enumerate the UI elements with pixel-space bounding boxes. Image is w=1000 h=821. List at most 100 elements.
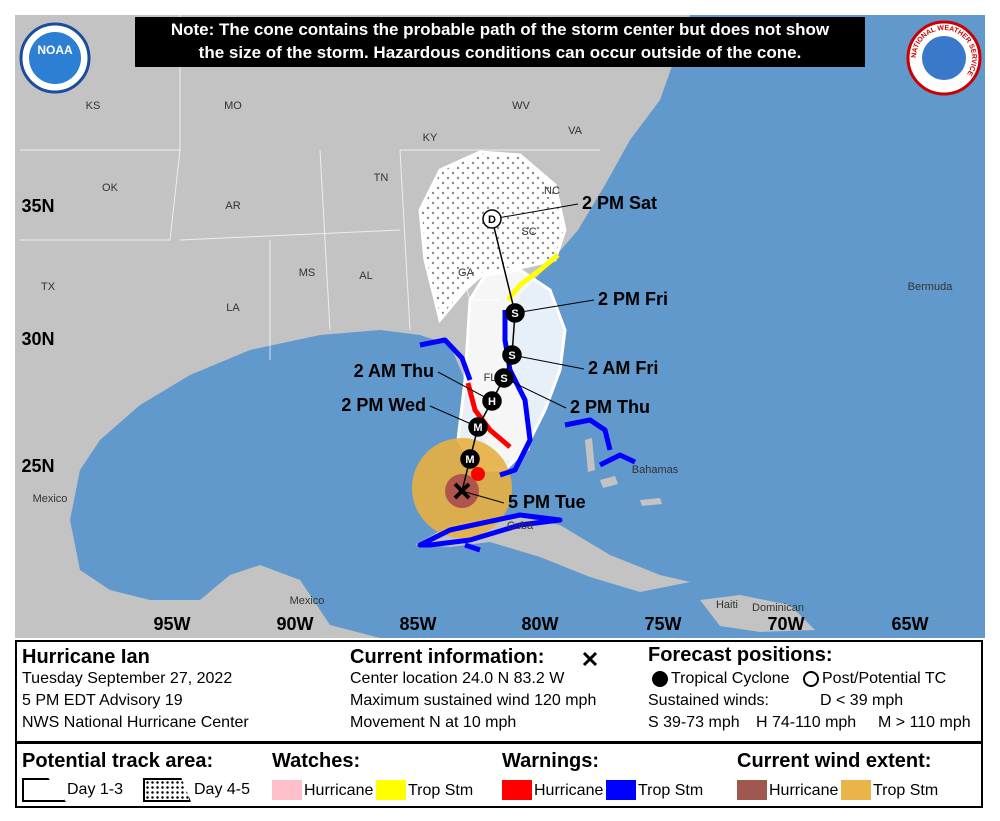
day45-swatch bbox=[143, 778, 191, 802]
forecast-symbol: M bbox=[473, 422, 482, 434]
longitude-label: 80W bbox=[521, 614, 558, 634]
panel-text: Tuesday September 27, 2022 bbox=[22, 670, 233, 687]
place-label: AR bbox=[225, 200, 240, 212]
place-label: TN bbox=[374, 172, 389, 184]
tropical-symbol bbox=[652, 671, 668, 687]
forecast-symbol: D bbox=[488, 214, 496, 226]
note-line: Note: The cone contains the probable pat… bbox=[171, 20, 830, 39]
place-label: Mexico bbox=[290, 595, 325, 607]
place-label: OK bbox=[102, 182, 119, 194]
watches-trop-swatch bbox=[376, 780, 406, 800]
panel-text: Center location 24.0 N 83.2 W bbox=[350, 670, 565, 687]
post-symbol bbox=[803, 671, 819, 687]
place-label: NC bbox=[544, 185, 560, 197]
wind-trop-swatch bbox=[841, 780, 871, 800]
cone-day45 bbox=[418, 150, 567, 324]
place-label: MO bbox=[224, 100, 242, 112]
place-label: Bahamas bbox=[632, 464, 679, 476]
forecast-time: 2 PM Thu bbox=[570, 397, 650, 417]
place-label: KY bbox=[423, 132, 438, 144]
warnings-trop-swatch bbox=[606, 780, 636, 800]
panel-text: NWS National Hurricane Center bbox=[22, 714, 249, 731]
forecast-time: 2 PM Fri bbox=[598, 289, 668, 309]
panel-separator bbox=[15, 741, 983, 744]
panel-text: Sustained winds: bbox=[648, 692, 769, 709]
watches-hurricane-swatch bbox=[272, 780, 302, 800]
panel-text: 5 PM EDT Advisory 19 bbox=[22, 692, 183, 709]
noaa-text: NOAA bbox=[37, 43, 73, 57]
panel-text: Hurricane Ian bbox=[22, 646, 150, 668]
place-label: WV bbox=[512, 100, 530, 112]
panel-text: M > 110 mph bbox=[878, 714, 971, 731]
forecast-time: 2 PM Sat bbox=[582, 193, 657, 213]
place-label: GA bbox=[458, 267, 475, 279]
noaa-logo-inner bbox=[29, 32, 81, 84]
forecast-point bbox=[482, 209, 502, 229]
bahamas bbox=[585, 438, 662, 506]
forecast-symbol: S bbox=[500, 373, 507, 385]
leader-line bbox=[511, 354, 585, 370]
longitude-label: 75W bbox=[644, 614, 681, 634]
place-label: Bermuda bbox=[908, 281, 954, 293]
panel-text: Hurricane bbox=[769, 782, 839, 799]
place-label: Cuba bbox=[507, 520, 534, 532]
place-label: TX bbox=[41, 281, 56, 293]
place-label: Haiti bbox=[716, 599, 738, 611]
panel-text: Watches: bbox=[272, 750, 361, 772]
panel-text: Post/Potential TC bbox=[822, 670, 947, 687]
latitude-label: 25N bbox=[21, 456, 54, 476]
current-time: 5 PM Tue bbox=[508, 492, 586, 512]
panel-text: Current wind extent: bbox=[737, 750, 932, 772]
forecast-symbol: H bbox=[488, 396, 496, 408]
longitude-label: 90W bbox=[276, 614, 313, 634]
forecast-time: 2 PM Wed bbox=[341, 395, 426, 415]
forecast-point bbox=[502, 345, 522, 365]
panel-text: Trop Stm bbox=[408, 782, 474, 799]
latitude-label: 30N bbox=[21, 329, 54, 349]
forecast-symbol: S bbox=[511, 308, 518, 320]
place-label: FL bbox=[484, 372, 497, 384]
panel-text: Movement N at 10 mph bbox=[350, 714, 517, 731]
place-label: LA bbox=[226, 302, 240, 314]
place-label: SC bbox=[521, 226, 536, 238]
panel-text: H 74-110 mph bbox=[756, 714, 857, 731]
current-symbol bbox=[582, 648, 598, 670]
panel-text: Warnings: bbox=[502, 750, 600, 772]
note-box bbox=[135, 17, 865, 67]
nws-logo-inner bbox=[922, 36, 966, 80]
place-label: KS bbox=[86, 100, 101, 112]
forecast-point bbox=[494, 368, 514, 388]
leader-line bbox=[503, 377, 567, 409]
panel-text: Maximum sustained wind 120 mph bbox=[350, 692, 597, 709]
place-label: Mexico bbox=[33, 493, 68, 505]
forecast-point bbox=[468, 417, 488, 437]
panel-text: Trop Stm bbox=[638, 782, 704, 799]
latitude-label: 35N bbox=[21, 196, 54, 216]
panel-text: S 39-73 mph bbox=[648, 714, 740, 731]
panel-text: Hurricane bbox=[304, 782, 374, 799]
forecast-symbol: M bbox=[465, 454, 474, 466]
forecast-point bbox=[505, 303, 525, 323]
place-label: MS bbox=[299, 267, 316, 279]
wind-hurricane-swatch bbox=[737, 780, 767, 800]
longitude-label: 65W bbox=[891, 614, 928, 634]
panel-text: Forecast positions: bbox=[648, 644, 833, 666]
panel-text: Potential track area: bbox=[22, 750, 214, 772]
info-panel bbox=[15, 640, 983, 808]
forecast-time: 2 AM Fri bbox=[588, 358, 658, 378]
place-label: VA bbox=[568, 125, 583, 137]
panel-text: Trop Stm bbox=[873, 782, 939, 799]
leader-line bbox=[461, 490, 505, 504]
place-label: AL bbox=[359, 270, 372, 282]
panel-text: Day 1-3 bbox=[67, 781, 124, 798]
forecast-time: 2 AM Thu bbox=[354, 361, 434, 381]
longitude-label: 95W bbox=[153, 614, 190, 634]
leader-line bbox=[514, 299, 595, 314]
leader-line bbox=[491, 203, 579, 220]
map: Note: The cone contains the probable pat… bbox=[15, 15, 985, 638]
longitude-label: 85W bbox=[399, 614, 436, 634]
forecast-point bbox=[482, 391, 502, 411]
place-label: Dominican bbox=[752, 602, 804, 614]
hurricane-dot bbox=[471, 467, 485, 481]
